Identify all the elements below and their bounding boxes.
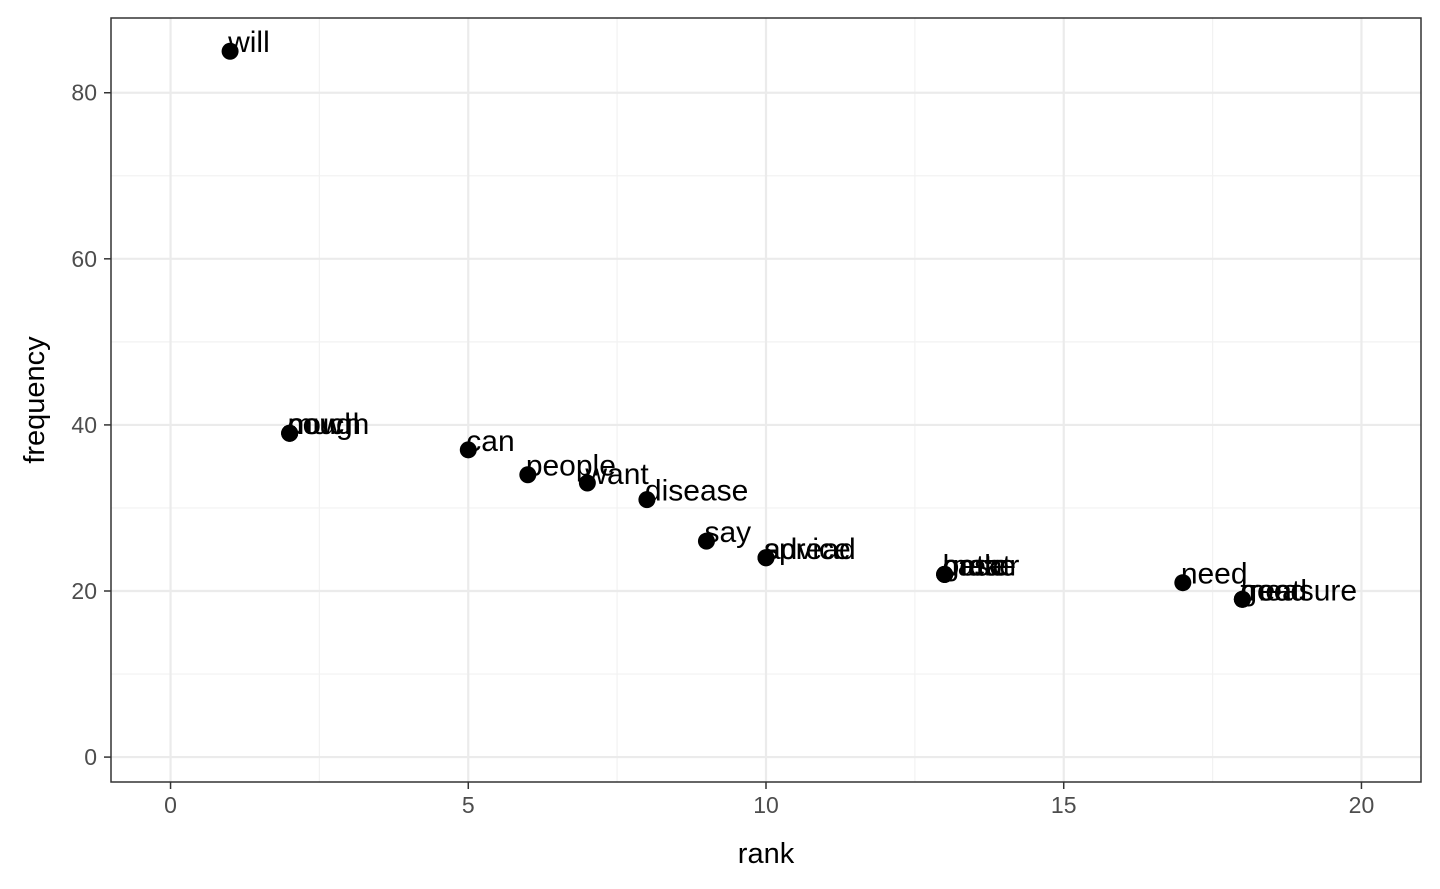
data-point-label: need xyxy=(1181,558,1248,591)
y-axis-ticks: 0 20 40 60 80 xyxy=(71,80,111,770)
data-point-label: can xyxy=(466,425,514,458)
x-axis-ticks: 0 5 10 15 20 xyxy=(164,782,1374,818)
data-point-label: disease xyxy=(645,475,748,508)
data-point-label: much xyxy=(288,408,361,441)
y-tick-label: 40 xyxy=(71,412,97,438)
y-axis-title: frequency xyxy=(19,336,51,464)
data-point xyxy=(221,42,239,60)
x-tick-label: 15 xyxy=(1051,792,1077,818)
data-point xyxy=(578,474,596,492)
data-points xyxy=(221,42,1251,608)
data-point xyxy=(281,424,299,442)
data-point xyxy=(459,441,477,459)
data-point-label: case xyxy=(943,549,1006,582)
x-tick-label: 10 xyxy=(753,792,779,818)
data-point-label: better xyxy=(943,549,1020,582)
y-tick-label: 20 xyxy=(71,578,97,604)
data-point xyxy=(757,549,775,567)
x-tick-label: 20 xyxy=(1349,792,1375,818)
data-point-label: cough xyxy=(288,408,370,441)
data-point xyxy=(638,491,656,509)
data-point-label: will xyxy=(227,26,270,59)
data-point-label: say xyxy=(704,516,751,549)
y-tick-label: 60 xyxy=(71,246,97,272)
data-point xyxy=(936,565,954,583)
y-tick-label: 80 xyxy=(71,80,97,106)
y-tick-label: 0 xyxy=(84,744,97,770)
data-point xyxy=(1174,574,1192,592)
data-point-label: people xyxy=(526,450,616,483)
major-gridlines xyxy=(111,18,1421,782)
data-point-label: great xyxy=(943,549,1012,582)
data-point xyxy=(1233,590,1251,608)
data-point xyxy=(697,532,715,550)
x-tick-label: 0 xyxy=(164,792,177,818)
data-point-label: now xyxy=(288,408,343,441)
data-point-label: treat xyxy=(1240,574,1301,607)
data-point-label: make xyxy=(943,549,1016,582)
x-axis-title: rank xyxy=(738,838,795,870)
data-point xyxy=(519,466,537,484)
data-point-label: want xyxy=(584,458,649,491)
data-point-label: good xyxy=(1240,574,1307,607)
data-point-label: spread xyxy=(764,533,856,566)
data-point-label: measure xyxy=(1240,574,1357,607)
x-tick-label: 5 xyxy=(462,792,475,818)
data-point-label: advice xyxy=(764,533,851,566)
